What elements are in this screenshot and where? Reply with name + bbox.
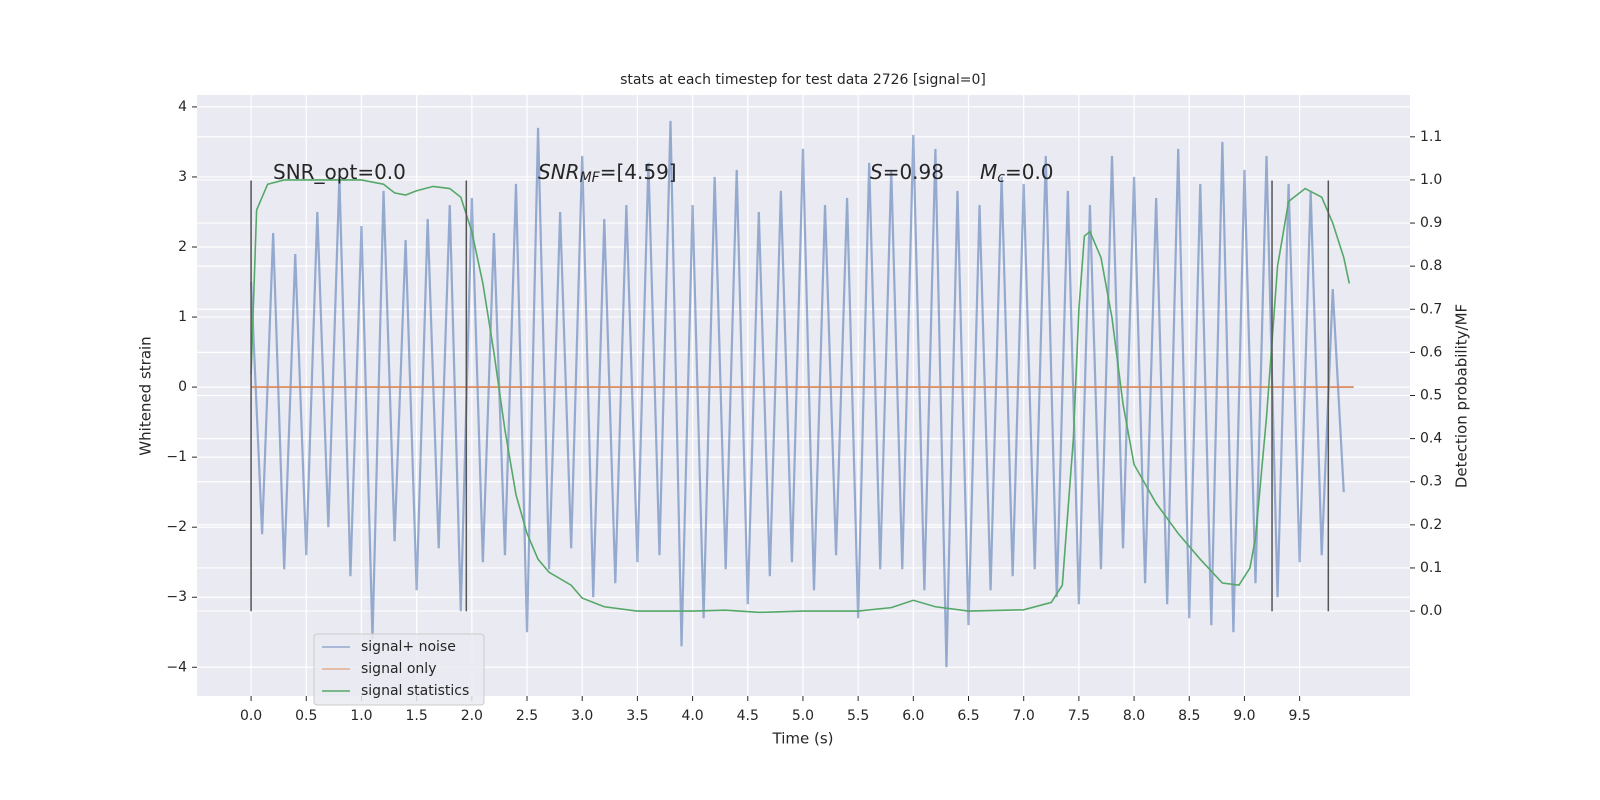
legend-label: signal only: [361, 661, 436, 677]
x-tick-label: 8.5: [1178, 708, 1200, 724]
y2-tick-label: 0.2: [1420, 517, 1442, 533]
annotation-main: SNR_opt=0.0: [273, 160, 406, 184]
y-tick-label: 0: [178, 379, 187, 395]
y-axis-label: Whitened strain: [137, 336, 155, 455]
x-axis-label: Time (s): [772, 730, 834, 748]
x-tick-label: 3.0: [571, 708, 593, 724]
y2-tick-label: 1.1: [1420, 129, 1442, 145]
x-tick-label: 7.5: [1068, 708, 1090, 724]
legend-label: signal+ noise: [361, 639, 456, 655]
y2-tick-label: 0.9: [1420, 215, 1442, 231]
x-tick-label: 9.5: [1288, 708, 1310, 724]
y-tick-label: 1: [178, 309, 187, 325]
y2-tick-label: 0.7: [1420, 301, 1442, 317]
annotation: SNR_opt=0.0: [273, 160, 406, 184]
y2-tick-label: 0.1: [1420, 560, 1442, 576]
y2-tick-label: 0.6: [1420, 344, 1442, 360]
y-tick-label: 3: [178, 169, 187, 185]
x-tick-label: 9.0: [1233, 708, 1255, 724]
y2-tick-label: 0.3: [1420, 474, 1442, 490]
y2-tick-label: 0.0: [1420, 603, 1442, 619]
legend-box: [313, 633, 485, 706]
annotation-main: M: [980, 160, 997, 184]
y2-axis-label: Detection probability/MF: [1453, 304, 1471, 488]
annotation-rest: =[4.59]: [600, 160, 677, 184]
y2-tick-label: 0.8: [1420, 258, 1442, 274]
annotation: Mc=0.0: [980, 160, 1054, 187]
annotation-main: S: [870, 160, 883, 184]
annotation: SNRMF=[4.59]: [538, 160, 677, 187]
y-tick-label: −4: [166, 659, 187, 675]
x-tick-label: 3.5: [626, 708, 648, 724]
annotation: S=0.98: [870, 160, 944, 184]
y-tick-label: −3: [166, 589, 187, 605]
x-tick-label: 0.0: [240, 708, 262, 724]
x-tick-label: 7.0: [1013, 708, 1035, 724]
y-tick-label: −1: [166, 449, 187, 465]
x-tick-label: 8.0: [1123, 708, 1145, 724]
chart-title: stats at each timestep for test data 272…: [620, 72, 986, 88]
x-tick-label: 1.5: [406, 708, 428, 724]
x-tick-label: 6.5: [957, 708, 979, 724]
y-tick-label: 2: [178, 239, 187, 255]
y-tick-label: −2: [166, 519, 187, 535]
annotation-sub: c: [997, 170, 1005, 186]
x-tick-label: 5.5: [847, 708, 869, 724]
x-tick-label: 1.0: [350, 708, 372, 724]
x-tick-label: 0.5: [295, 708, 317, 724]
annotation-rest: =0.0: [1005, 160, 1054, 184]
x-tick-label: 5.0: [792, 708, 814, 724]
x-tick-label: 2.0: [461, 708, 483, 724]
x-tick-label: 4.5: [737, 708, 759, 724]
y-tick-label: 4: [178, 99, 187, 115]
y2-tick-label: 0.5: [1420, 388, 1442, 404]
series-line: [249, 120, 1345, 668]
annotation-sub: MF: [580, 170, 601, 186]
series-line: [250, 179, 1351, 614]
legend-label: signal statistics: [361, 683, 469, 699]
y2-tick-label: 1.0: [1420, 172, 1442, 188]
x-tick-label: 6.0: [902, 708, 924, 724]
x-tick-label: 4.0: [681, 708, 703, 724]
x-tick-label: 2.5: [516, 708, 538, 724]
y2-tick-label: 0.4: [1420, 431, 1442, 447]
annotation-main: SNR: [538, 160, 580, 184]
annotation-rest: =0.98: [883, 160, 944, 184]
